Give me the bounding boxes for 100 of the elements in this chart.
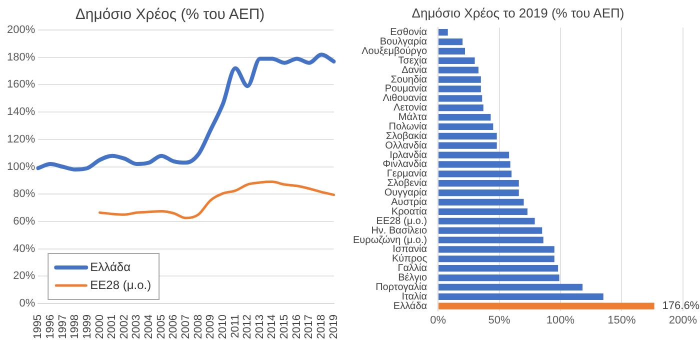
bar (438, 256, 554, 262)
legend-label: Ελλάδα (90, 260, 131, 274)
y-tick-label: Σλοβενία (387, 178, 428, 190)
chart-title: Δημόσιο Χρέος (% του ΑΕΠ) (75, 6, 265, 24)
bar (438, 38, 463, 46)
bar (438, 86, 481, 92)
y-tick-label: Τσεχία (398, 55, 428, 66)
y-tick-label: Ευρωζώνη (μ.ο.) (353, 234, 428, 246)
bar (438, 57, 475, 64)
x-tick-label: 2004 (143, 314, 156, 340)
bar (438, 265, 558, 272)
x-tick-label: 100% (546, 314, 575, 326)
bar (438, 48, 465, 55)
y-tick-label: Αυστρία (391, 196, 428, 208)
x-tick-label: 2002 (118, 314, 130, 340)
x-tick-label: 150% (608, 314, 636, 326)
x-tick-label: 2006 (168, 314, 180, 340)
y-tick-label: Λουξεμβούργο (362, 46, 428, 57)
y-tick-label: Μάλτα (398, 112, 428, 124)
bar (438, 218, 535, 224)
bar (438, 104, 484, 112)
y-tick-label: Ισπανία (392, 244, 428, 256)
y-tick-label: Κροατία (391, 206, 428, 218)
y-tick-label: 80% (13, 188, 36, 200)
bar (438, 123, 494, 130)
y-tick-label: 200% (6, 24, 36, 36)
bar (438, 180, 519, 187)
y-tick-label: 40% (13, 242, 36, 255)
y-tick-label: Δανία (402, 64, 428, 76)
x-tick-label: 2015 (278, 314, 291, 340)
y-tick-label: Εσθονία (390, 27, 428, 38)
y-tick-label: Ρουμανία (384, 84, 428, 95)
y-tick-label: Ιταλία (402, 291, 428, 302)
bar (438, 302, 654, 310)
y-tick-label: 0% (19, 298, 36, 310)
x-tick-label: 2017 (303, 314, 316, 340)
x-tick-label: 1995 (32, 314, 44, 340)
y-tick-label: Βέλγιο (398, 272, 428, 284)
y-tick-label: Σλοβακία (386, 130, 428, 142)
y-tick-label: 120% (6, 133, 36, 146)
y-tick-label: Πολωνία (388, 121, 428, 132)
data-label: 176.6% (662, 300, 700, 312)
x-tick-label: 1996 (44, 314, 56, 340)
x-tick-label: 200% (668, 314, 698, 326)
bar (438, 132, 497, 140)
x-tick-label: 2013 (254, 314, 266, 340)
x-tick-label: 2014 (266, 314, 278, 340)
bar (438, 236, 544, 244)
bar (438, 170, 512, 178)
x-tick-label: 2001 (106, 314, 118, 340)
x-tick-label: 2000 (94, 314, 106, 340)
y-tick-label: 100% (6, 160, 36, 173)
bar (438, 274, 560, 282)
x-tick-label: 1998 (69, 314, 82, 340)
y-tick-label: 160% (6, 78, 36, 91)
bar (438, 152, 510, 158)
x-tick-label: 2010 (216, 314, 229, 340)
y-tick-label: 60% (13, 216, 36, 228)
y-tick-label: Σουηδία (390, 74, 428, 86)
bar (438, 189, 519, 196)
y-tick-label: Βουλγαρία (380, 36, 428, 48)
y-tick-label: 20% (13, 270, 36, 282)
y-tick-label: Γαλλία (398, 263, 428, 274)
x-tick-label: 2005 (155, 314, 168, 340)
x-tick-label: 2016 (290, 314, 303, 340)
y-tick-label: Πορτογαλία (376, 282, 428, 293)
x-tick-label: 0% (430, 314, 446, 326)
bar (438, 142, 497, 149)
x-tick-label: 50% (488, 314, 510, 326)
y-tick-label: 180% (6, 51, 36, 64)
x-tick-label: 2018 (316, 314, 328, 340)
x-tick-label: 2019 (328, 314, 340, 340)
bar (438, 29, 448, 36)
bar (438, 227, 542, 234)
y-tick-label: Γερμανία (386, 168, 428, 180)
y-tick-label: Κύπρος (392, 254, 428, 265)
y-tick-label: 140% (6, 106, 36, 118)
bar (438, 293, 604, 300)
y-tick-label: Ολλανδία (385, 140, 428, 152)
x-tick-label: 2003 (130, 314, 143, 340)
y-tick-label: Ιρλανδία (390, 150, 428, 161)
bar (438, 95, 482, 102)
bar (438, 284, 583, 291)
y-tick-label: Ην. Βασίλειο (371, 225, 428, 236)
y-tick-label: Ελλάδα (393, 300, 428, 312)
bar (438, 198, 524, 206)
x-tick-label: 2011 (229, 314, 242, 338)
x-tick-label: 1999 (81, 314, 94, 340)
bar (438, 76, 481, 83)
x-tick-label: 2009 (204, 314, 217, 340)
y-tick-label: Λιθουανία (382, 93, 428, 104)
x-tick-label: 2008 (192, 314, 204, 340)
x-tick-label: 2012 (242, 314, 254, 340)
bar (438, 66, 478, 74)
y-tick-label: Λετονία (394, 102, 428, 114)
y-tick-label: ΕΕ28 (μ.ο.) (376, 216, 428, 227)
x-tick-label: 2007 (180, 314, 192, 340)
y-tick-label: Ουγγαρία (384, 188, 428, 199)
y-tick-label: Φινλανδία (382, 159, 428, 170)
x-tick-label: 1997 (56, 314, 69, 340)
